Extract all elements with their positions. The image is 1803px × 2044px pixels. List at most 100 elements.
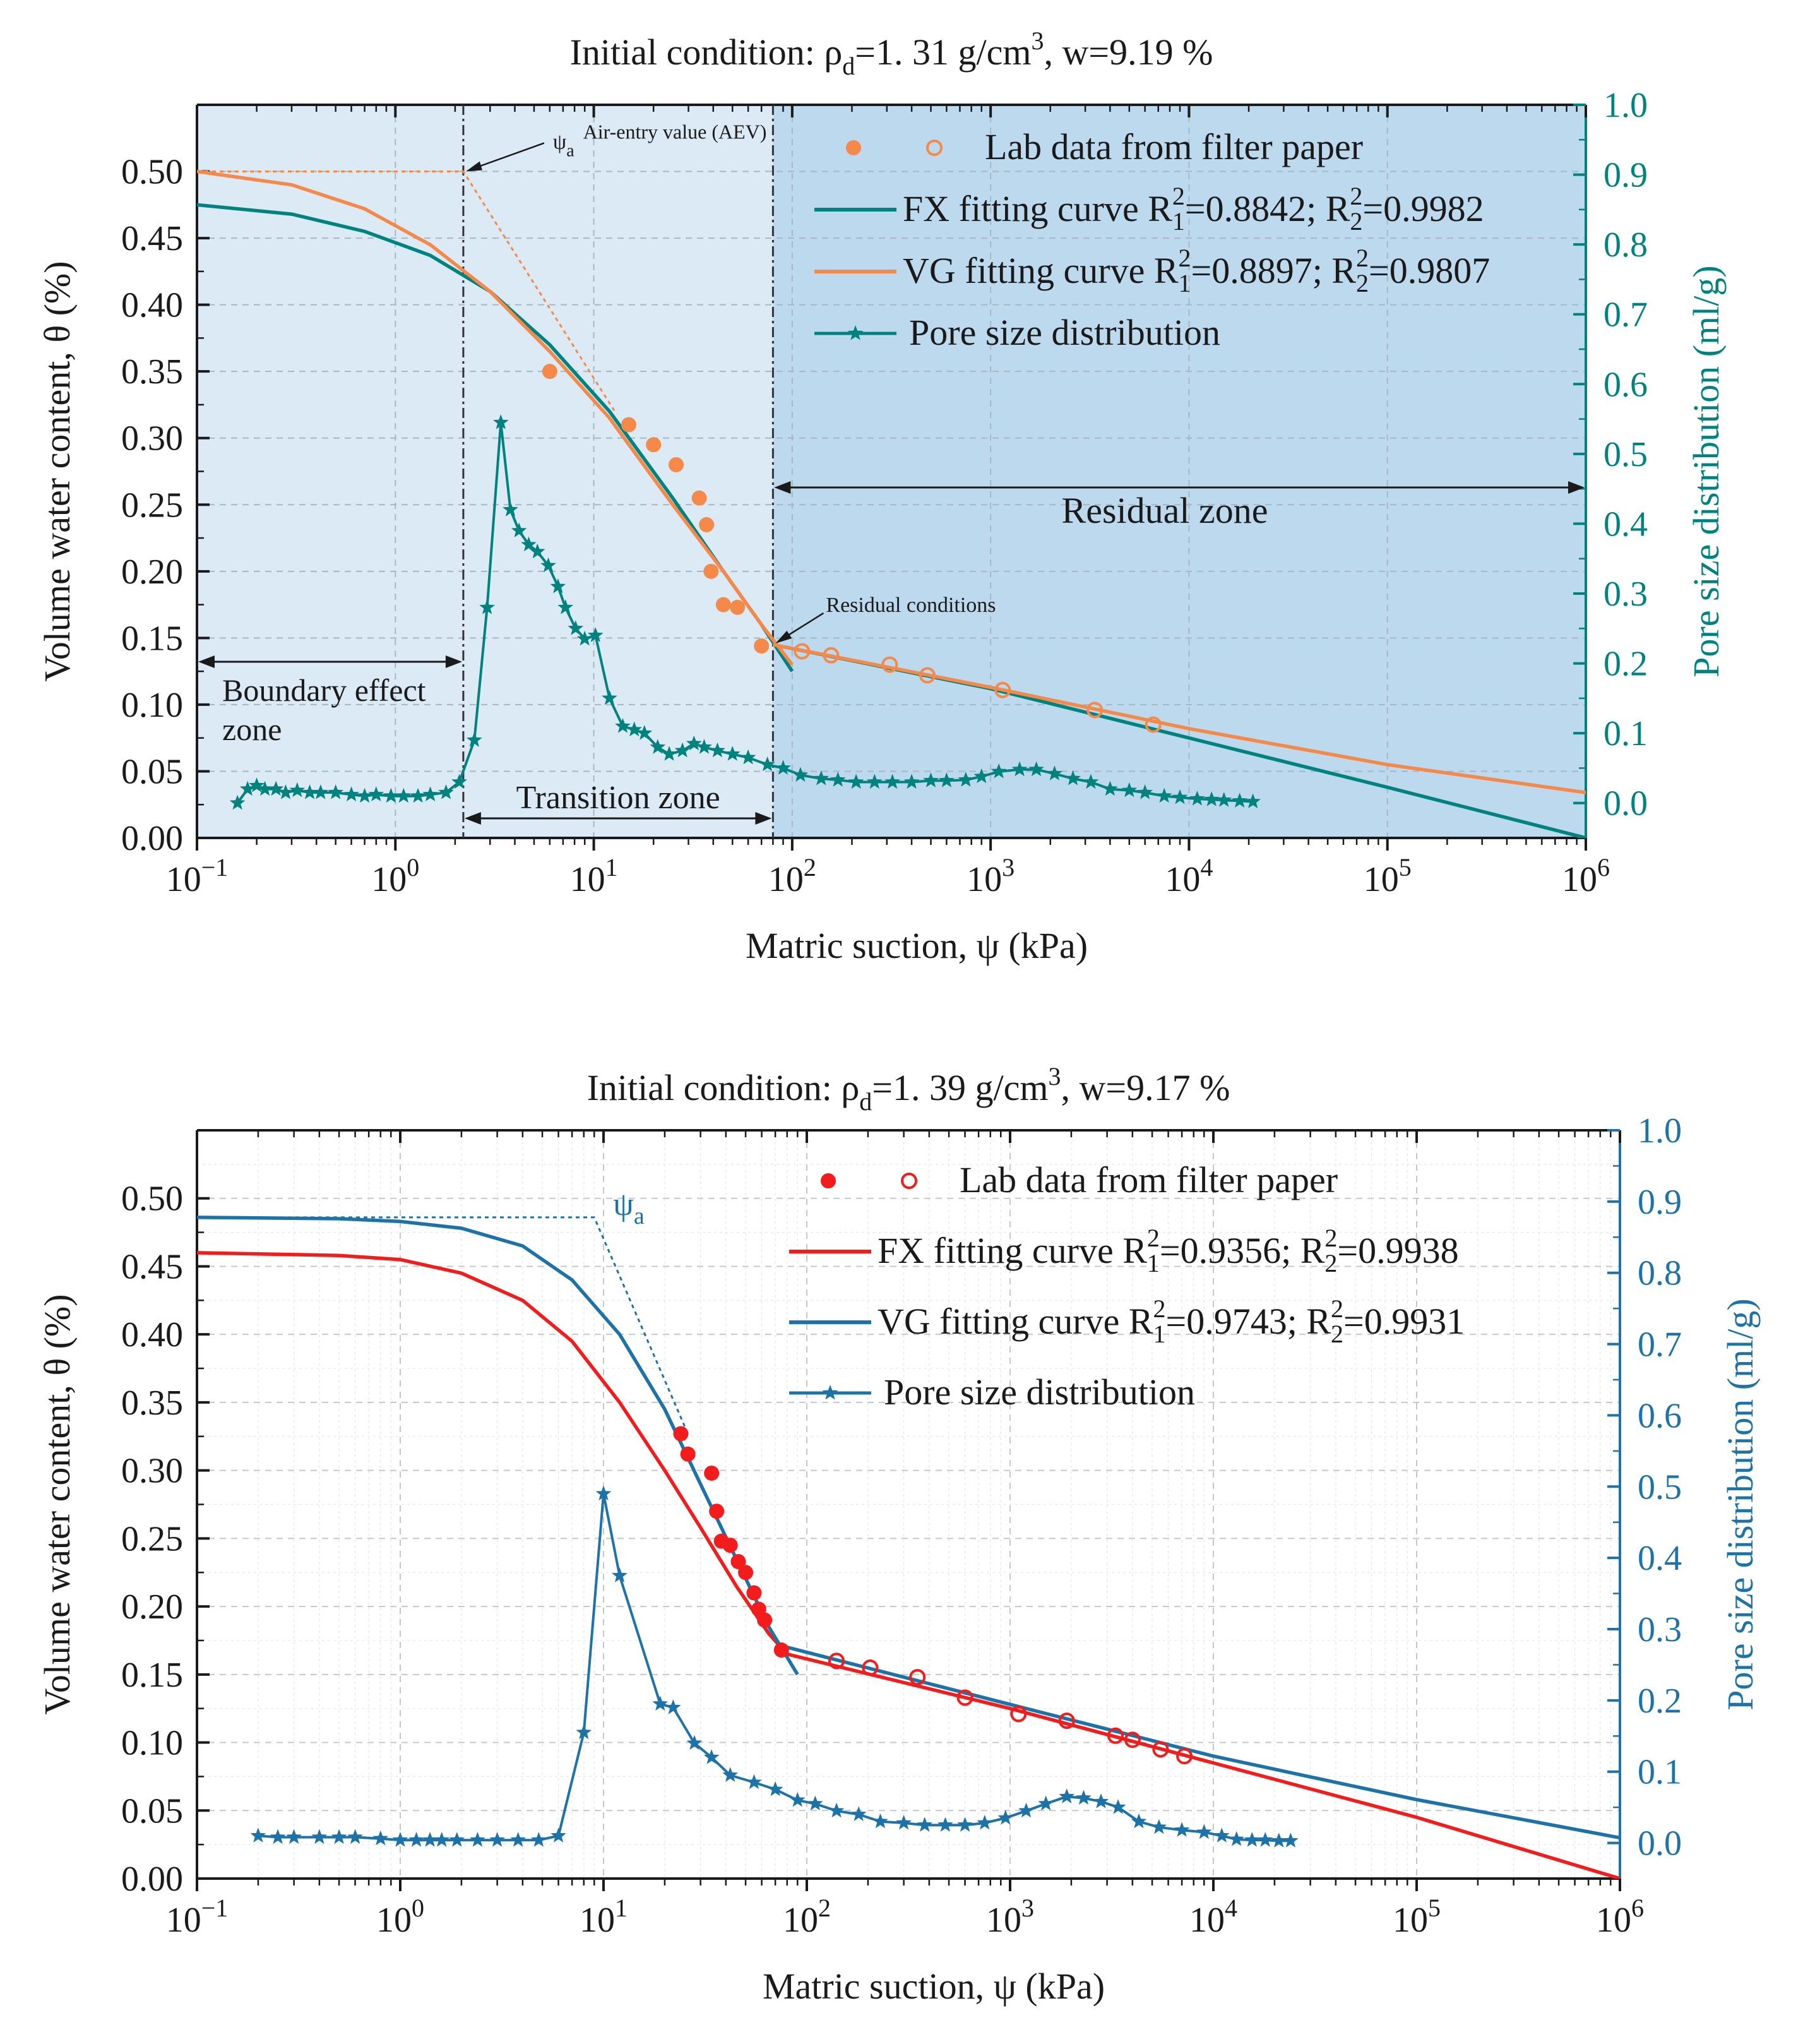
legend-vg-r2: =0.9807 [1369,250,1490,291]
psd-star-marker [602,690,617,705]
residual-pointer-arrowhead [775,630,792,643]
psd-star-marker [1076,1790,1092,1805]
psd-star-marker [557,599,574,614]
lab-point-open [1107,1727,1124,1744]
psd-star-marker [1214,1827,1230,1843]
x-tick-base: 10 [371,860,407,899]
legend-vg-r1: =0.8897; R [1191,250,1357,291]
y2-axis-label: Pore size distribution (ml/g) [1720,1298,1761,1710]
vg-residual-line [772,643,1586,794]
x-tick-label: 105 [1364,853,1412,899]
y2-tick-label: 0.1 [1604,714,1648,753]
lab-point-open [1124,1731,1141,1748]
psd-star-marker [1271,1832,1287,1848]
legend-lab-label: Lab data from filter paper [985,126,1363,167]
x-axis-ticks: 10−1 100 101 102 103 104 105 106 [166,105,1610,899]
psd-star-marker [434,1832,450,1847]
lab-point-filled [730,1553,746,1569]
lab-point-open [1010,1706,1027,1723]
x-tick-base: 10 [768,860,804,899]
psd-star-marker [449,1832,465,1847]
psd-star-marker [661,746,677,761]
psd-star-marker [710,742,725,758]
x-tick-exponent: 6 [1597,853,1610,882]
y2-axis-ticks: 0.0 0.1 0.2 0.3 0.4 0.5 0.6 0.7 0.8 0.9 1.0 [1607,1111,1682,1863]
psd-star-marker [470,1832,485,1847]
x-tick-base: 10 [986,1901,1021,1940]
legend-sup: 2 [1179,244,1191,272]
residual-zone-background [773,105,1586,838]
psd-star-marker [331,1829,347,1844]
psd-star-marker [792,767,809,782]
psd-star-marker [540,557,556,573]
lab-point-open [1058,1712,1075,1730]
lab-point-filled [746,1585,762,1601]
legend-sub: 1 [1147,1249,1160,1277]
transition-zone-label: Transition zone [516,780,720,816]
boundary-zone-arrowhead-right [445,655,462,668]
lab-point-open [794,643,811,660]
psd-star-marker [991,763,1007,779]
x-tick-exponent: 0 [407,853,419,882]
psd-star-marker [1083,774,1099,789]
lab-point-open [881,656,898,673]
psd-star-marker [958,772,974,787]
psd-star-marker [550,578,566,594]
psd-star-marker [1216,792,1232,807]
y2-tick-label: 0.5 [1604,435,1648,474]
fx-curve-line [197,1251,788,1656]
psd-star-marker [493,414,509,429]
lab-point-filled [754,638,770,654]
legend-vg-label: VG fitting curve R2 1=0.9743; R2 2=0.9931 [878,1294,1465,1348]
psd-star-marker [268,780,284,796]
y2-tick-label: 0.1 [1638,1753,1682,1792]
y2-tick-label: 0.6 [1604,365,1648,404]
psd-star-marker [239,780,256,796]
y-tick-label: 0.45 [121,219,183,258]
lab-point-filled [621,417,636,433]
lab-point-filled [704,1465,720,1481]
psd-star-marker [1102,780,1118,796]
lab-point-filled [673,1426,689,1442]
psd-star-marker [696,739,712,754]
fx-residual-line [787,1652,1620,1879]
x-tick-label: 10−1 [166,853,229,899]
legend-fx-name: FX fitting curve R [878,1230,1147,1271]
psd-star-marker [1065,770,1081,786]
transition-zone-arrowhead-right [755,812,772,825]
title-mid: =1. 39 g/cm [872,1067,1048,1108]
psd-star-marker [372,1830,389,1846]
psd-star-marker [408,1832,424,1847]
psd-star-marker [568,620,584,635]
legend-sub: 2 [1331,1320,1343,1348]
legend-fx-r1: =0.8842; R [1185,188,1350,229]
legend: Lab data from filter paper FX fitting cur… [814,126,1490,353]
y-tick-label: 0.10 [121,686,183,725]
psd-star-marker [392,1832,408,1847]
psd-star-marker [1245,793,1261,808]
legend-psd-star [822,1385,838,1400]
psd-star-marker [576,1724,592,1740]
legend-sub: 1 [1153,1320,1166,1348]
legend-sub: 1 [1172,207,1185,236]
plot-area [197,1216,1620,1879]
psd-star-marker [289,782,306,798]
aev-text: Air-entry value (AEV) [583,121,767,143]
psd-star-marker [650,739,666,754]
psd-star-marker [828,1802,845,1818]
psd-star-marker [595,1485,612,1501]
x-tick-label: 106 [1596,1894,1644,1940]
y2-tick-label: 0.9 [1604,156,1648,195]
x-tick-label: 102 [768,853,816,899]
x-tick-label: 103 [986,1894,1034,1940]
x-tick-base: 10 [166,1901,201,1940]
psd-star-marker [977,1815,993,1830]
psd-star-marker [807,1795,823,1810]
psd-star-marker [740,749,756,765]
psd-star-marker [510,1832,527,1847]
psd-star-marker [612,1567,628,1582]
psd-star-marker [1232,792,1247,808]
y2-tick-label: 0.9 [1638,1183,1682,1222]
boundary-zone-label-line1: Boundary effect [222,672,426,708]
